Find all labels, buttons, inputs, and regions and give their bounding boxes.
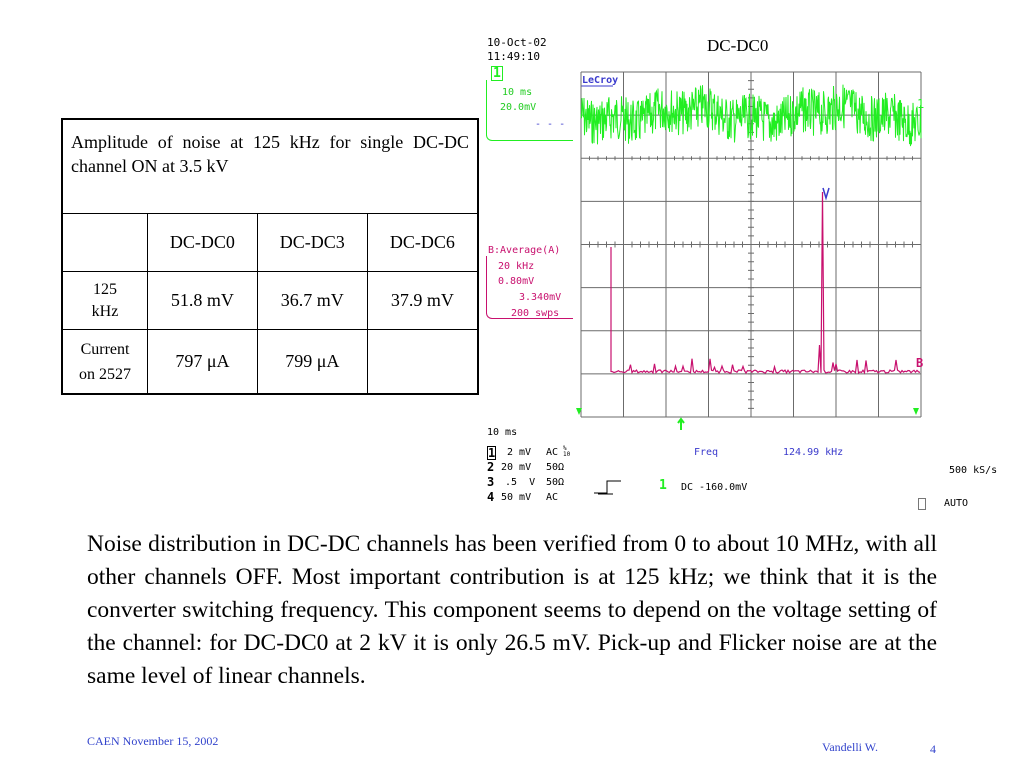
- ch2-volts-setting: 20 mV: [501, 462, 532, 473]
- scope-date: 10-Oct-02: [487, 36, 547, 49]
- table-caption: Amplitude of noise at 125 kHz for single…: [61, 118, 479, 214]
- ch4-num: 4: [487, 490, 495, 504]
- footer-page-number: 4: [930, 742, 936, 756]
- ac-suffix: % 10: [563, 445, 571, 458]
- header-dcdc0: DC-DC0: [147, 213, 258, 272]
- math-info-box: [486, 256, 573, 319]
- header-dcdc6: DC-DC6: [366, 213, 479, 272]
- mode-icon: [918, 498, 926, 510]
- scope-markers: [576, 187, 919, 430]
- noise-amplitude-table: Amplitude of noise at 125 kHz for single…: [61, 118, 479, 395]
- ch3-coupling: 50Ω: [546, 477, 565, 488]
- footer-author: Vandelli W.: [822, 740, 878, 754]
- scope-screen: LeCroy: [576, 71, 922, 430]
- ch1-volts: 20.0mV: [500, 102, 537, 113]
- row-label-125khz: 125 kHz: [61, 271, 148, 330]
- header-empty: [61, 213, 148, 272]
- row-label-current-line1: Current: [80, 340, 130, 358]
- ch1-volts-setting: 2 mV: [507, 447, 532, 458]
- scope-time: 11:49:10: [487, 50, 540, 63]
- scope-brand-label: LeCroy: [581, 75, 618, 87]
- ch1-coupling: AC: [546, 447, 559, 458]
- trigger-edge-icon: [594, 480, 621, 495]
- brand-text: LeCroy: [582, 75, 618, 86]
- ch2-num: 2: [487, 460, 495, 474]
- traceB-left-label: [571, 355, 577, 369]
- cell-125khz-dcdc0: 51.8 mV: [147, 271, 258, 330]
- body-paragraph: Noise distribution in DC-DC channels has…: [87, 531, 937, 689]
- math-b-line4: 3.340mV: [519, 292, 562, 303]
- traceB-label: B: [916, 356, 924, 370]
- cell-125khz-dcdc6: 37.9 mV: [366, 271, 479, 330]
- ch4-coupling: AC: [546, 492, 559, 503]
- ch3-volts-setting: .5 V: [505, 477, 536, 488]
- acquisition-mode: AUTO: [944, 498, 969, 509]
- ch1-marker: 1: [491, 66, 503, 81]
- ch4-volts-setting: 50 mV: [501, 492, 532, 503]
- math-b-line2: 20 kHz: [498, 261, 535, 272]
- timebase-bottom: 10 ms: [487, 427, 518, 438]
- ch1-dashes: - - -: [535, 119, 566, 130]
- ch3-num: 3: [487, 475, 495, 489]
- trigger-channel: 1: [659, 478, 667, 493]
- cell-current-dcdc3: 799 μA: [256, 329, 368, 395]
- math-b-line1: B:Average(A): [488, 245, 561, 256]
- sample-rate: 500 kS/s: [949, 465, 998, 476]
- row-label-current-line2: on 2527: [79, 365, 131, 383]
- math-b-line3: 0.80mV: [498, 276, 535, 287]
- header-dcdc3: DC-DC3: [256, 213, 368, 272]
- ch1-noise-trace: [580, 84, 922, 147]
- measurement-value: 124.99 kHz: [783, 447, 844, 458]
- math-spectrum-trace: [610, 191, 921, 375]
- footer-left: CAEN November 15, 2002: [87, 734, 219, 748]
- row-label-current: Current on 2527: [61, 329, 148, 395]
- cell-current-dcdc6: [366, 329, 479, 395]
- trigger-info: DC -160.0mV: [681, 482, 748, 493]
- trace1-label: 1: [917, 97, 925, 111]
- measurement-label: Freq: [694, 447, 719, 458]
- math-b-line5: 200 swps: [511, 308, 560, 319]
- cell-current-dcdc0: 797 μA: [147, 329, 258, 395]
- scope-title: DC-DC0: [707, 36, 769, 55]
- cell-125khz-dcdc3: 36.7 mV: [256, 271, 368, 330]
- ch1-timebase: 10 ms: [502, 87, 533, 98]
- ch1-info-box: [486, 80, 573, 141]
- ch1-num: 1: [487, 446, 497, 460]
- ch2-coupling: 50Ω: [546, 462, 565, 473]
